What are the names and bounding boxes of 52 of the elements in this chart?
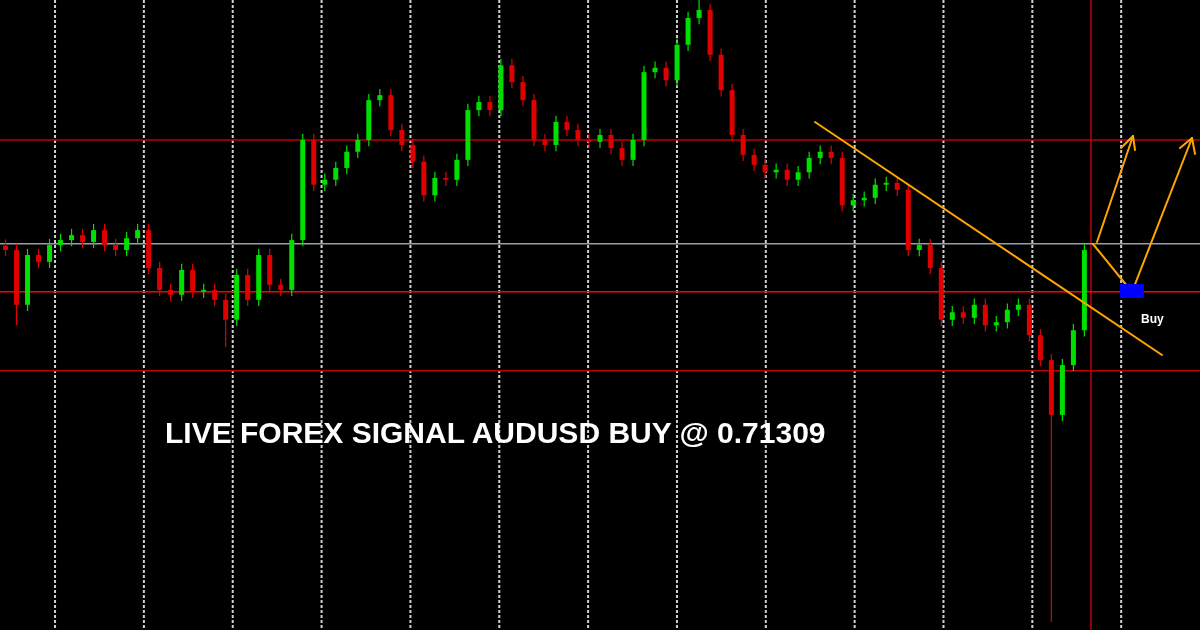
candlestick (740, 128, 746, 162)
candlestick (509, 58, 515, 89)
candlestick (828, 144, 834, 165)
candlestick (542, 133, 548, 152)
candlestick (91, 223, 97, 249)
candlestick (1004, 302, 1010, 330)
candlestick (476, 95, 482, 117)
text: LIVE FOREX SIGNAL AUDUSD BUY @ 0.71309 (165, 416, 826, 449)
candlestick (652, 60, 658, 79)
candlestick (344, 144, 350, 175)
candlestick (487, 95, 493, 117)
candlestick (355, 133, 361, 159)
candlestick (432, 171, 438, 203)
candlestick (960, 305, 966, 325)
candlestick (36, 248, 42, 269)
candlestick (784, 162, 790, 187)
candlestick (564, 115, 570, 137)
candlestick (663, 60, 669, 88)
candlestick (795, 165, 801, 187)
candlestick (157, 261, 163, 297)
candlestick (190, 263, 196, 299)
candlestick (608, 128, 614, 155)
candlestick (124, 231, 130, 257)
candlestick (872, 177, 878, 205)
candlestick (212, 283, 218, 307)
candlestick (751, 148, 757, 172)
candlestick (971, 297, 977, 325)
candlestick (619, 141, 625, 167)
candlestick (982, 297, 988, 333)
candlestick (630, 133, 636, 167)
candlestick (806, 151, 812, 180)
candlestick (333, 161, 339, 187)
candlestick (454, 153, 460, 187)
candlestick (597, 128, 603, 149)
candlestick (762, 158, 768, 180)
candlestick (410, 138, 416, 169)
candlestick (223, 292, 229, 348)
candlestick (399, 123, 405, 152)
text: Buy (1141, 312, 1164, 326)
candlestick (135, 223, 141, 246)
candlestick (443, 171, 449, 187)
candlestick (949, 305, 955, 327)
candlestick (102, 223, 108, 252)
candlestick (696, 0, 702, 25)
candlestick (80, 228, 86, 249)
candlestick (520, 75, 526, 107)
candlestick (586, 133, 592, 149)
candlestick (817, 144, 823, 165)
candlestick (553, 115, 559, 152)
candlestick (927, 238, 933, 275)
candlestick (47, 238, 53, 269)
candlestick (575, 123, 581, 147)
